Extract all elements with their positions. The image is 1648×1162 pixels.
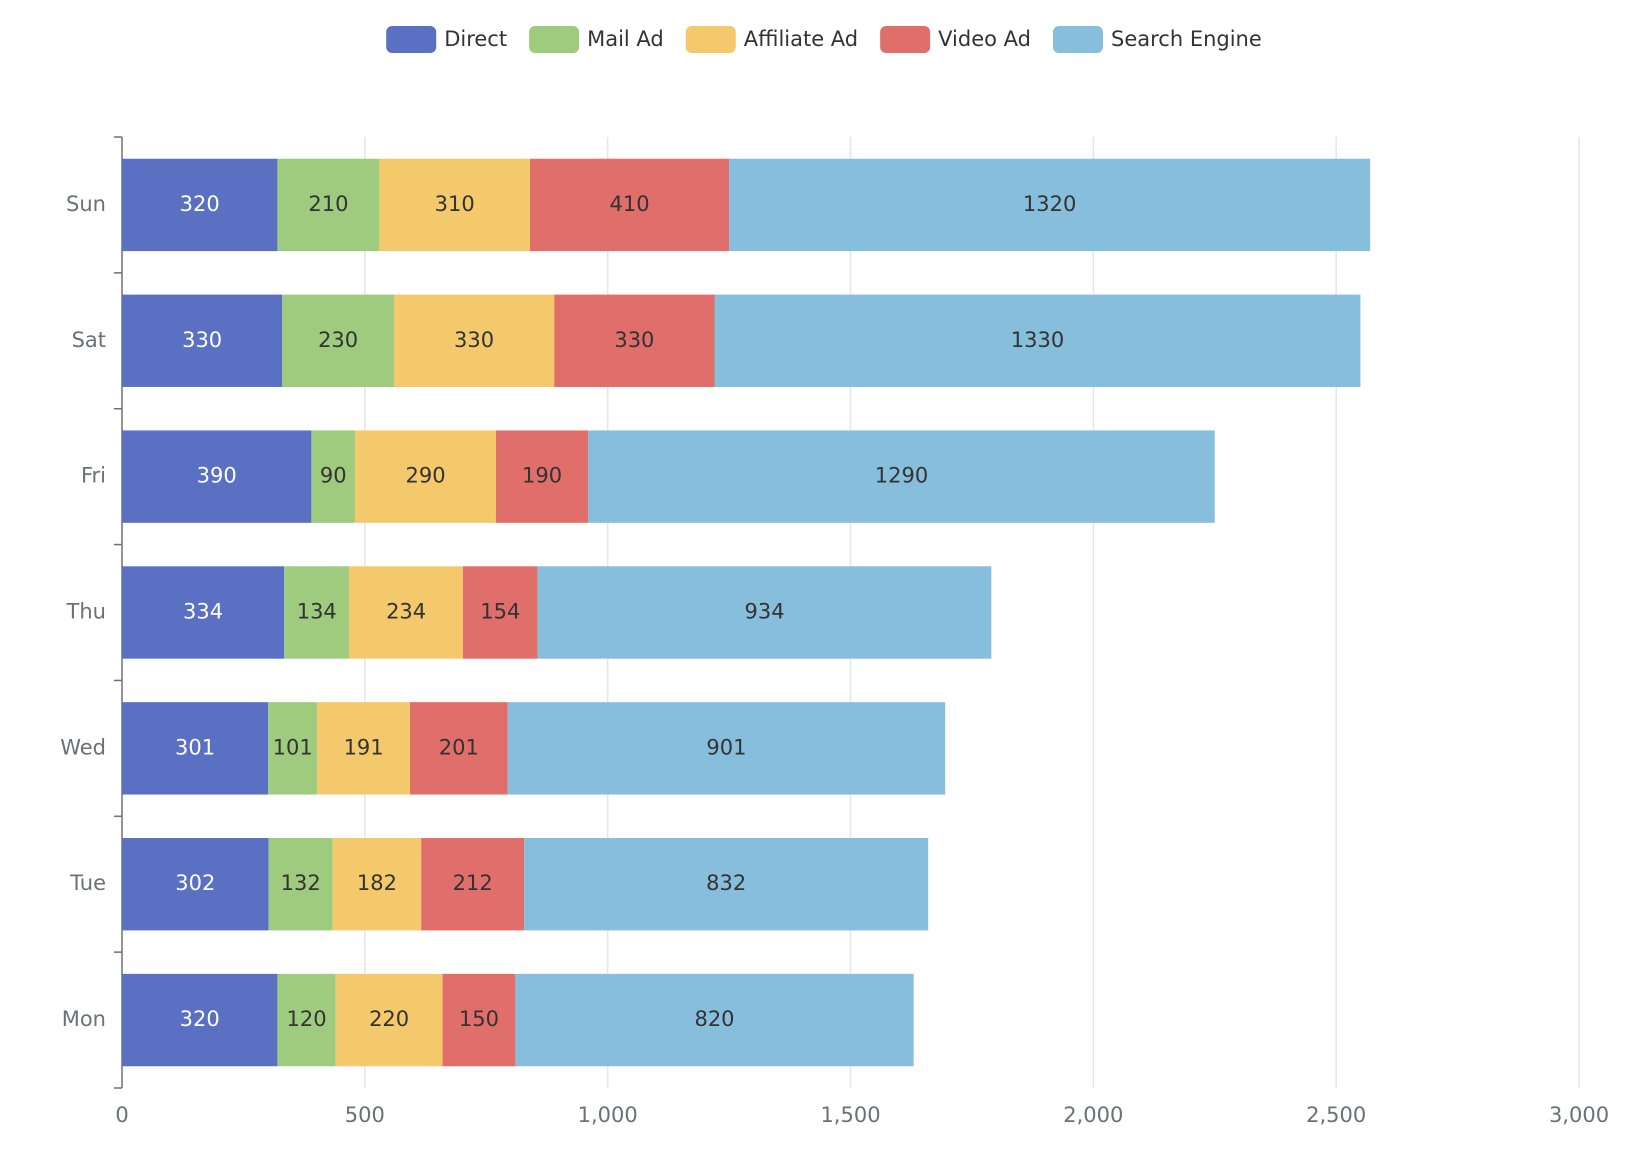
- bar-segment: [393, 294, 555, 387]
- bar-label: 1320: [1023, 192, 1076, 216]
- bar-segment: [462, 566, 538, 659]
- bar-label: 334: [183, 600, 223, 624]
- bar-segment: [537, 566, 992, 659]
- bar-label: 310: [435, 192, 475, 216]
- bar-segment: [495, 430, 589, 523]
- bar-label: 220: [369, 1007, 409, 1031]
- bar-label: 934: [744, 600, 784, 624]
- x-tick-label: 2,500: [1306, 1103, 1366, 1127]
- bar-label: 1330: [1011, 328, 1064, 352]
- bar-label: 1290: [875, 464, 928, 488]
- legend-label: Video Ad: [938, 27, 1031, 51]
- bar-segment: [379, 158, 530, 252]
- legend-swatch: [1052, 26, 1103, 53]
- bar-segment: [277, 973, 336, 1067]
- legend-label: Affiliate Ad: [744, 27, 858, 51]
- bar-segment: [284, 566, 350, 659]
- bar-label: 820: [694, 1007, 734, 1031]
- bar-segment: [410, 702, 508, 795]
- y-tick-label: Fri: [81, 464, 106, 488]
- bar-label: 390: [197, 464, 237, 488]
- bar-label: 301: [175, 735, 215, 759]
- bar-segment: [355, 430, 496, 523]
- legend-swatch: [529, 26, 580, 53]
- x-tick-label: 2,000: [1063, 1103, 1123, 1127]
- y-tick-label: Thu: [66, 600, 106, 624]
- bar-label: 320: [180, 192, 220, 216]
- bar-segment: [122, 158, 278, 252]
- bar-segment: [122, 973, 278, 1067]
- bar-segment: [311, 430, 356, 523]
- x-tick-label: 0: [115, 1103, 128, 1127]
- bar-label: 901: [706, 735, 746, 759]
- bar-segment: [349, 566, 463, 659]
- bar-segment: [282, 294, 394, 387]
- bar-label: 410: [609, 192, 649, 216]
- bar-label: 212: [453, 871, 493, 895]
- bar-label: 330: [614, 328, 654, 352]
- bar-segment: [122, 702, 269, 795]
- bar-segment: [714, 294, 1361, 387]
- bar-segment: [588, 430, 1215, 523]
- legend-label: Search Engine: [1111, 27, 1262, 51]
- legend-swatch: [386, 26, 437, 53]
- bar-segment: [332, 838, 422, 931]
- bar-label: 210: [308, 192, 348, 216]
- x-tick-label: 1,000: [578, 1103, 638, 1127]
- y-tick-label: Sat: [72, 328, 106, 352]
- bar-label: 330: [454, 328, 494, 352]
- bar-segment: [529, 158, 730, 252]
- bar-label: 101: [273, 735, 313, 759]
- bar-segment: [122, 838, 269, 931]
- y-tick-label: Sun: [66, 192, 106, 216]
- bar-segment: [442, 973, 516, 1067]
- x-tick-label: 3,000: [1549, 1103, 1609, 1127]
- bar-label: 190: [522, 464, 562, 488]
- bar-segment: [507, 702, 946, 795]
- bar-label: 302: [175, 871, 215, 895]
- bar-segment: [515, 973, 914, 1067]
- bar-label: 234: [386, 600, 426, 624]
- x-tick-label: 1,500: [820, 1103, 880, 1127]
- bar-segment: [268, 838, 333, 931]
- bar-label: 832: [706, 871, 746, 895]
- y-tick-label: Mon: [62, 1007, 106, 1031]
- bar-label: 201: [439, 735, 479, 759]
- bar-segment: [554, 294, 715, 387]
- bar-segment: [335, 973, 443, 1067]
- bar-segment: [122, 566, 285, 659]
- bar-label: 320: [180, 1007, 220, 1031]
- bar-label: 134: [297, 600, 337, 624]
- bar-label: 154: [480, 600, 520, 624]
- bar-segment: [268, 702, 318, 795]
- bar-segment: [122, 294, 283, 387]
- legend-swatch: [685, 26, 736, 53]
- bar-label: 290: [405, 464, 445, 488]
- bar-segment: [277, 158, 380, 252]
- bar-label: 330: [182, 328, 222, 352]
- bar-segment: [524, 838, 929, 931]
- legend-label: Mail Ad: [587, 27, 664, 51]
- bar-label: 120: [287, 1007, 327, 1031]
- bar-label: 182: [357, 871, 397, 895]
- bar-label: 90: [320, 464, 347, 488]
- x-tick-label: 500: [345, 1103, 385, 1127]
- legend-swatch: [880, 26, 931, 53]
- y-tick-label: Wed: [60, 735, 106, 759]
- bar-label: 191: [344, 735, 384, 759]
- bar-segment: [729, 158, 1371, 252]
- y-tick-label: Tue: [69, 871, 106, 895]
- bar-segment: [122, 430, 312, 523]
- legend: Direct Mail Ad Affiliate Ad Video Ad Search …: [386, 26, 1262, 53]
- bar-segment: [317, 702, 411, 795]
- bar-label: 150: [459, 1007, 499, 1031]
- bar-label: 132: [281, 871, 321, 895]
- bar-label: 230: [318, 328, 358, 352]
- bar-segment: [421, 838, 525, 931]
- legend-label: Direct: [444, 27, 507, 51]
